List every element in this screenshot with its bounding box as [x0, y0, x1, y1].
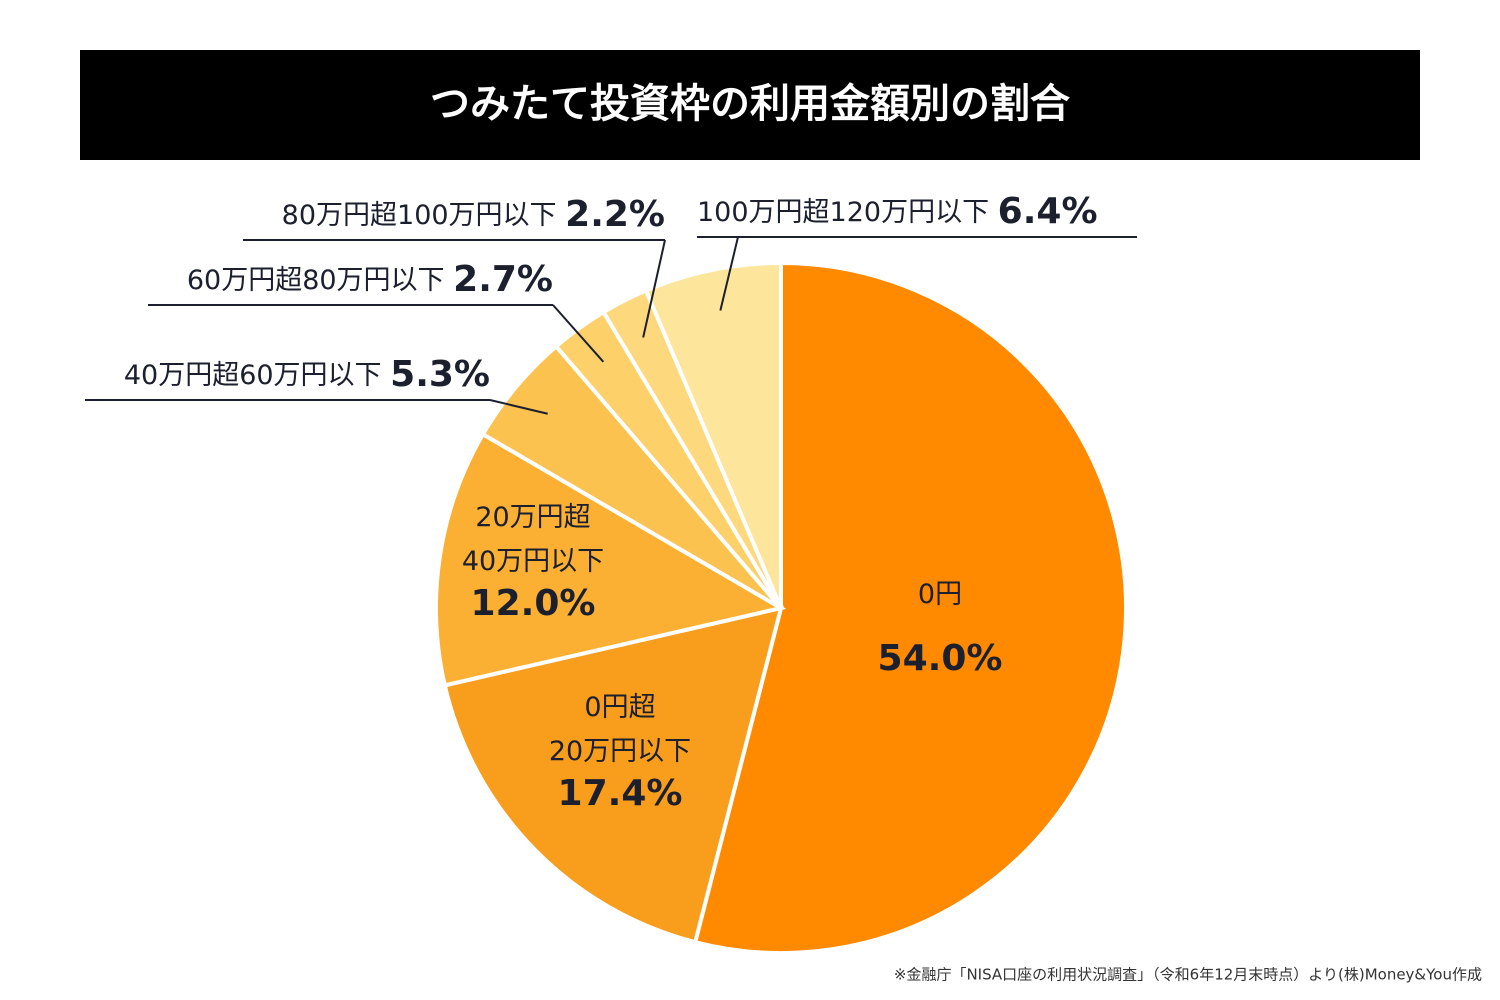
- value-text: 2.7%: [453, 259, 553, 300]
- pie-slice: [442, 605, 784, 945]
- category-text: 40万円超60万円以下: [124, 360, 382, 391]
- pie-slice: [692, 260, 1128, 955]
- category-text: 100万円超120万円以下: [697, 197, 989, 228]
- slice-label: 40万円超60万円以下 5.3%: [124, 354, 490, 395]
- slice-label: 0円超 20万円以下: [549, 692, 691, 767]
- slice-value-label: 54.0%: [878, 638, 1003, 679]
- slice-label: 0円: [918, 579, 962, 610]
- category-text: 80万円超100万円以下: [282, 200, 557, 231]
- value-text: 6.4%: [998, 191, 1098, 232]
- title-bar: [80, 50, 1420, 160]
- leader-line: [642, 239, 666, 338]
- leader-line: [719, 236, 739, 311]
- chart-title: つみたて投資枠の利用金額別の割合: [430, 81, 1070, 127]
- value-text: 2.2%: [565, 194, 665, 235]
- value-text: 5.3%: [390, 354, 490, 395]
- leader-line: [552, 304, 605, 363]
- slice-value-label: 12.0%: [471, 583, 596, 624]
- slice-label: 60万円超80万円以下 2.7%: [187, 259, 553, 300]
- leader-line: [489, 399, 548, 415]
- slice-value-label: 17.4%: [558, 773, 683, 814]
- pie-slice: [643, 260, 783, 609]
- source-note: ※金融庁「NISA口座の利用状況調査」（令和6年12月末時点）より(株)Mone…: [894, 966, 1482, 984]
- category-text: 60万円超80万円以下: [187, 265, 445, 296]
- slice-label: 80万円超100万円以下 2.2%: [282, 194, 665, 235]
- slice-label: 20万円超 40万円以下: [462, 502, 604, 577]
- pie-slice: [434, 431, 787, 688]
- slice-label: 100万円超120万円以下 6.4%: [697, 191, 1098, 232]
